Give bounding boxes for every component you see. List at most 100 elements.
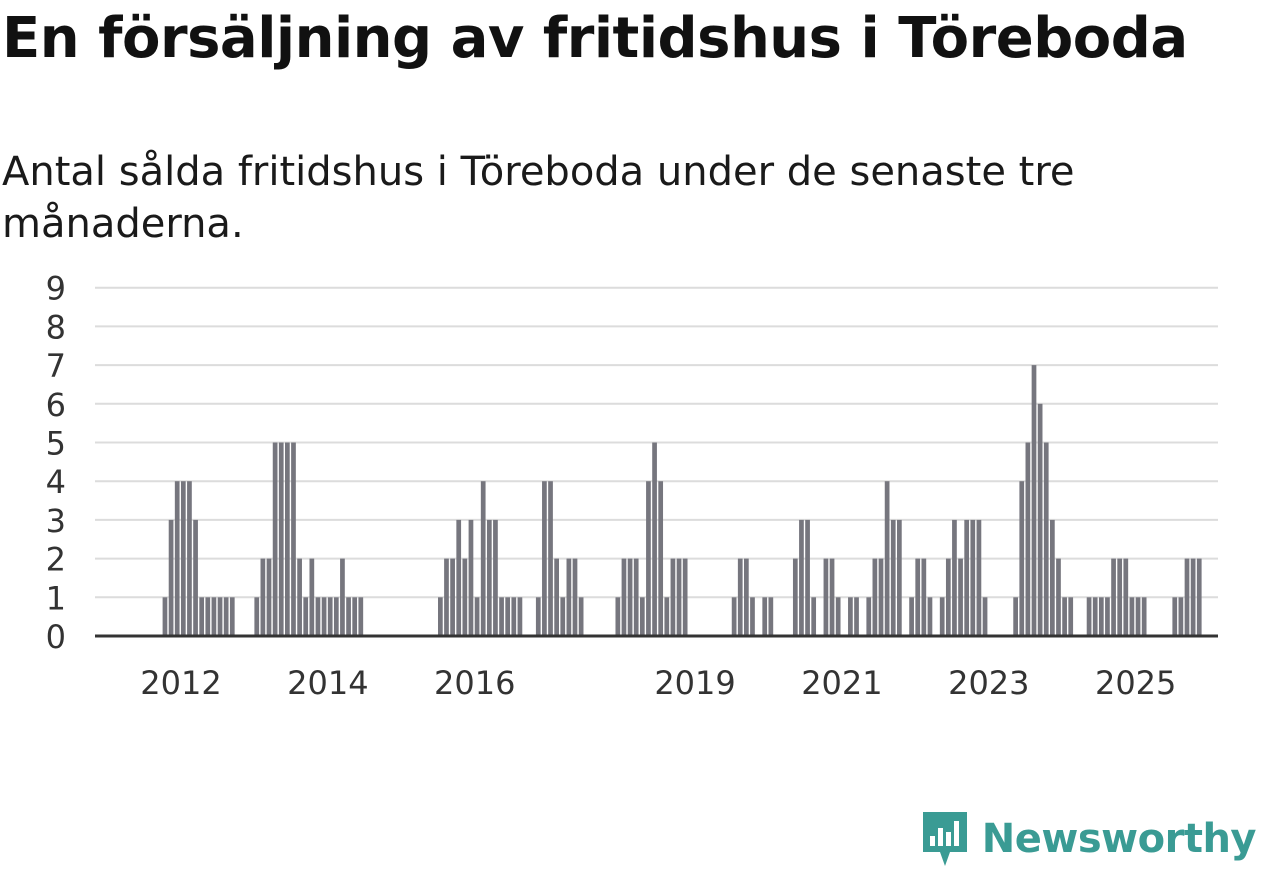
bar [187, 481, 192, 636]
bar [1043, 442, 1049, 636]
bar [333, 597, 339, 636]
bar [1184, 558, 1190, 636]
bar [1037, 403, 1043, 636]
bar [572, 558, 578, 636]
bar [535, 597, 541, 636]
bar [750, 597, 755, 636]
bar [970, 519, 976, 636]
bar [542, 481, 547, 636]
y-tick-label: 5 [46, 425, 66, 463]
bar [1129, 597, 1135, 636]
bar [217, 597, 223, 636]
newsworthy-logo: Newsworthy [920, 803, 1257, 875]
bar [346, 597, 351, 636]
bar [805, 519, 810, 636]
x-tick-label: 2021 [801, 664, 882, 700]
brand-name: Newsworthy [981, 816, 1257, 862]
bar [811, 597, 817, 636]
bar [291, 442, 296, 636]
bar [939, 597, 945, 636]
bar [952, 519, 957, 636]
bar [1092, 597, 1098, 636]
bar [823, 558, 829, 636]
bar [315, 597, 321, 636]
bar [340, 558, 345, 636]
bar [897, 519, 902, 636]
bar [646, 481, 651, 636]
bar [664, 597, 670, 636]
bar [964, 519, 970, 636]
bar [517, 597, 523, 636]
bar [493, 519, 498, 636]
bar [266, 558, 272, 636]
bar [505, 597, 511, 636]
bar [658, 481, 664, 636]
bar [670, 558, 676, 636]
bar [193, 519, 198, 636]
bar [1123, 558, 1129, 636]
bar [254, 597, 260, 636]
bar [890, 519, 896, 636]
y-tick-label: 4 [46, 463, 66, 501]
bar [321, 597, 327, 636]
y-tick-label: 8 [46, 308, 66, 346]
bar [566, 558, 572, 636]
x-axis-labels: 2012 2014 2016 2019 2021 2023 2025 [140, 664, 1176, 700]
bar [511, 597, 517, 636]
x-tick-label: 2014 [287, 664, 368, 700]
bar [915, 558, 921, 636]
bar [976, 519, 982, 636]
bars [162, 365, 1202, 636]
x-tick-label: 2019 [654, 664, 735, 700]
x-tick-label: 2016 [434, 664, 515, 700]
bar [162, 597, 168, 636]
x-tick-label: 2012 [140, 664, 221, 700]
newsworthy-icon [922, 812, 967, 866]
y-tick-label: 6 [46, 386, 66, 424]
bar [762, 597, 768, 636]
bar [303, 597, 309, 636]
bar [768, 597, 774, 636]
bar [560, 597, 566, 636]
bar [1117, 558, 1123, 636]
y-tick-label: 3 [46, 502, 66, 540]
chart-subtitle: Antal sålda fritidshus i Töreboda under … [2, 149, 1075, 247]
bar [211, 597, 217, 636]
bar [1098, 597, 1104, 636]
bar [358, 597, 364, 636]
bar [205, 597, 211, 636]
bar [468, 519, 474, 636]
bar [462, 558, 468, 636]
bar [835, 597, 841, 636]
bar [676, 558, 682, 636]
bar [982, 597, 988, 636]
bar [945, 558, 951, 636]
bar [438, 597, 443, 636]
bar [554, 558, 559, 636]
y-tick-label: 9 [46, 270, 66, 308]
bar [737, 558, 743, 636]
bar [682, 558, 688, 636]
bar [1062, 597, 1067, 636]
bar [799, 519, 804, 636]
bar [480, 481, 486, 636]
bar [1019, 481, 1025, 636]
bar [627, 558, 633, 636]
bar [272, 442, 278, 636]
y-tick-label: 0 [46, 618, 66, 656]
bar [909, 597, 914, 636]
bar [174, 481, 180, 636]
bar [633, 558, 639, 636]
y-tick-label: 2 [46, 541, 66, 579]
bar [1135, 597, 1141, 636]
bar [1172, 597, 1178, 636]
bar [278, 442, 284, 636]
bar [848, 597, 853, 636]
bar [829, 558, 835, 636]
bar [199, 597, 205, 636]
bar [884, 481, 890, 636]
bar [1141, 597, 1147, 636]
bar [1025, 442, 1031, 636]
